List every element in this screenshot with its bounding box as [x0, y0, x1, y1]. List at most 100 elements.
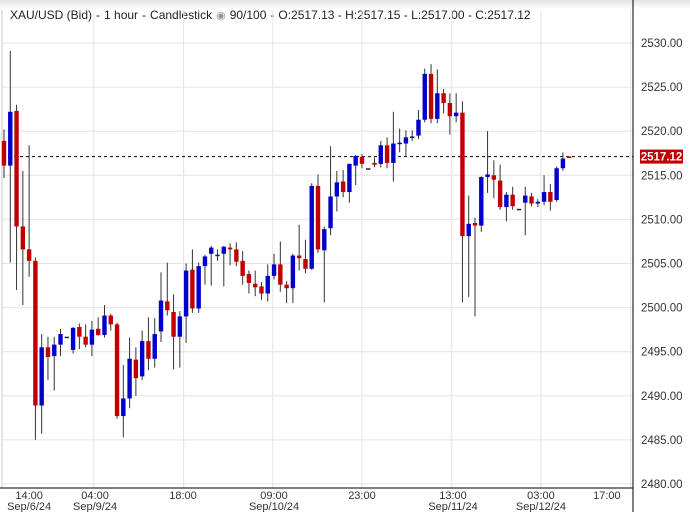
- x-tick-date: Sep/10/24: [249, 501, 299, 512]
- symbol-label: XAU/USD (Bid): [10, 8, 93, 22]
- candle-up: [102, 315, 107, 335]
- y-tick-label: 2505.00: [641, 259, 683, 271]
- eye-icon[interactable]: ◉: [216, 9, 226, 22]
- x-tick-date: Sep/6/24: [7, 501, 51, 512]
- candle-down: [83, 336, 88, 345]
- candle-up: [416, 119, 421, 136]
- candle-up: [560, 158, 566, 169]
- candle-up: [215, 254, 220, 257]
- y-tick-label: 2530.00: [641, 38, 683, 50]
- candle-down: [1, 140, 7, 166]
- candle-up: [183, 270, 189, 317]
- candle-up: [309, 185, 314, 269]
- top-shadow: [0, 0, 690, 9]
- candle-down: [133, 359, 139, 379]
- last-price-label: 2517.12: [641, 152, 683, 164]
- candle-down: [108, 315, 113, 325]
- candle-up: [554, 168, 559, 200]
- candle-up: [347, 163, 352, 193]
- candle-down: [441, 93, 446, 103]
- candle-up: [466, 223, 471, 237]
- candle-down: [428, 73, 434, 119]
- candle-up: [271, 264, 277, 276]
- candle-down: [359, 156, 365, 164]
- candle-up: [127, 358, 132, 399]
- candle-down: [171, 312, 176, 337]
- candle-up: [158, 300, 164, 332]
- last-price-badge: [640, 149, 683, 164]
- x-tick-date: Sep/11/24: [428, 501, 477, 512]
- candle-up: [422, 73, 427, 120]
- candle-down: [246, 274, 252, 283]
- chart-header: XAU/USD (Bid) - 1 hour - Candlestick ◉ 90/…: [10, 8, 531, 22]
- candle-down: [510, 194, 515, 207]
- candle-up: [541, 192, 547, 202]
- x-tick-time: 17:00: [593, 490, 621, 502]
- interval-label: 1 hour: [104, 8, 139, 22]
- candle-up: [535, 201, 540, 204]
- sep: -: [142, 8, 147, 22]
- candle-up: [479, 177, 484, 226]
- candle-up: [8, 111, 13, 166]
- candle-up: [328, 196, 333, 229]
- x-tick-time: 23:00: [348, 490, 376, 502]
- candle-down: [567, 156, 572, 159]
- y-tick-label: 2480.00: [641, 479, 683, 491]
- y-tick-label: 2515.00: [641, 170, 683, 182]
- candle-down: [20, 226, 26, 250]
- x-tick-date: Sep/9/24: [73, 501, 117, 512]
- candle-up: [290, 255, 296, 289]
- x-tick-date: Sep/12/24: [516, 501, 566, 512]
- candle-down: [146, 341, 151, 359]
- x-tick-time: 09:00: [260, 490, 288, 502]
- candle-up: [177, 316, 183, 337]
- candle-down: [384, 145, 390, 163]
- candle-down: [33, 260, 38, 406]
- candle-down: [372, 162, 377, 165]
- candle-up: [334, 182, 340, 197]
- range-label: 90/100: [229, 8, 267, 22]
- candle-up: [504, 194, 509, 208]
- y-tick-label: 2495.00: [641, 347, 683, 359]
- candle-up: [209, 247, 214, 254]
- candle-down: [284, 284, 289, 289]
- candle-down: [253, 283, 258, 288]
- y-tick-label: 2490.00: [641, 391, 683, 403]
- candle-up: [196, 266, 201, 309]
- candle-up: [64, 336, 69, 339]
- candle-down: [529, 196, 534, 204]
- candle-down: [234, 249, 239, 262]
- candle-down: [45, 347, 51, 357]
- candle-down: [165, 301, 170, 311]
- candle-down: [227, 247, 233, 250]
- candle-down: [340, 181, 346, 193]
- candle-up: [366, 168, 371, 170]
- candle-up: [403, 137, 409, 144]
- candle-up: [485, 174, 490, 178]
- y-tick-label: 2510.00: [641, 214, 683, 226]
- candle-down: [315, 185, 321, 250]
- y-tick-label: 2525.00: [641, 82, 683, 94]
- candle-down: [240, 260, 245, 276]
- candle-up: [52, 344, 57, 357]
- candle-down: [548, 192, 553, 202]
- candle-up: [58, 334, 63, 345]
- candle-up: [121, 398, 126, 417]
- candle-down: [190, 269, 195, 309]
- candle-down: [460, 112, 465, 237]
- candle-up: [322, 229, 327, 251]
- candle-down: [491, 175, 497, 180]
- candle-down: [114, 324, 120, 417]
- y-tick-label: 2520.00: [641, 126, 683, 138]
- x-tick-time: 03:00: [527, 490, 555, 502]
- candle-up: [523, 195, 528, 203]
- candle-down: [278, 264, 283, 285]
- candle-up: [410, 136, 415, 138]
- candle-down: [96, 328, 101, 335]
- candle-up: [378, 145, 383, 164]
- x-tick-time: 04:00: [81, 490, 109, 502]
- x-tick-time: 14:00: [15, 490, 43, 502]
- candle-up: [435, 93, 440, 119]
- chart-style-label: Candlestick: [150, 8, 213, 22]
